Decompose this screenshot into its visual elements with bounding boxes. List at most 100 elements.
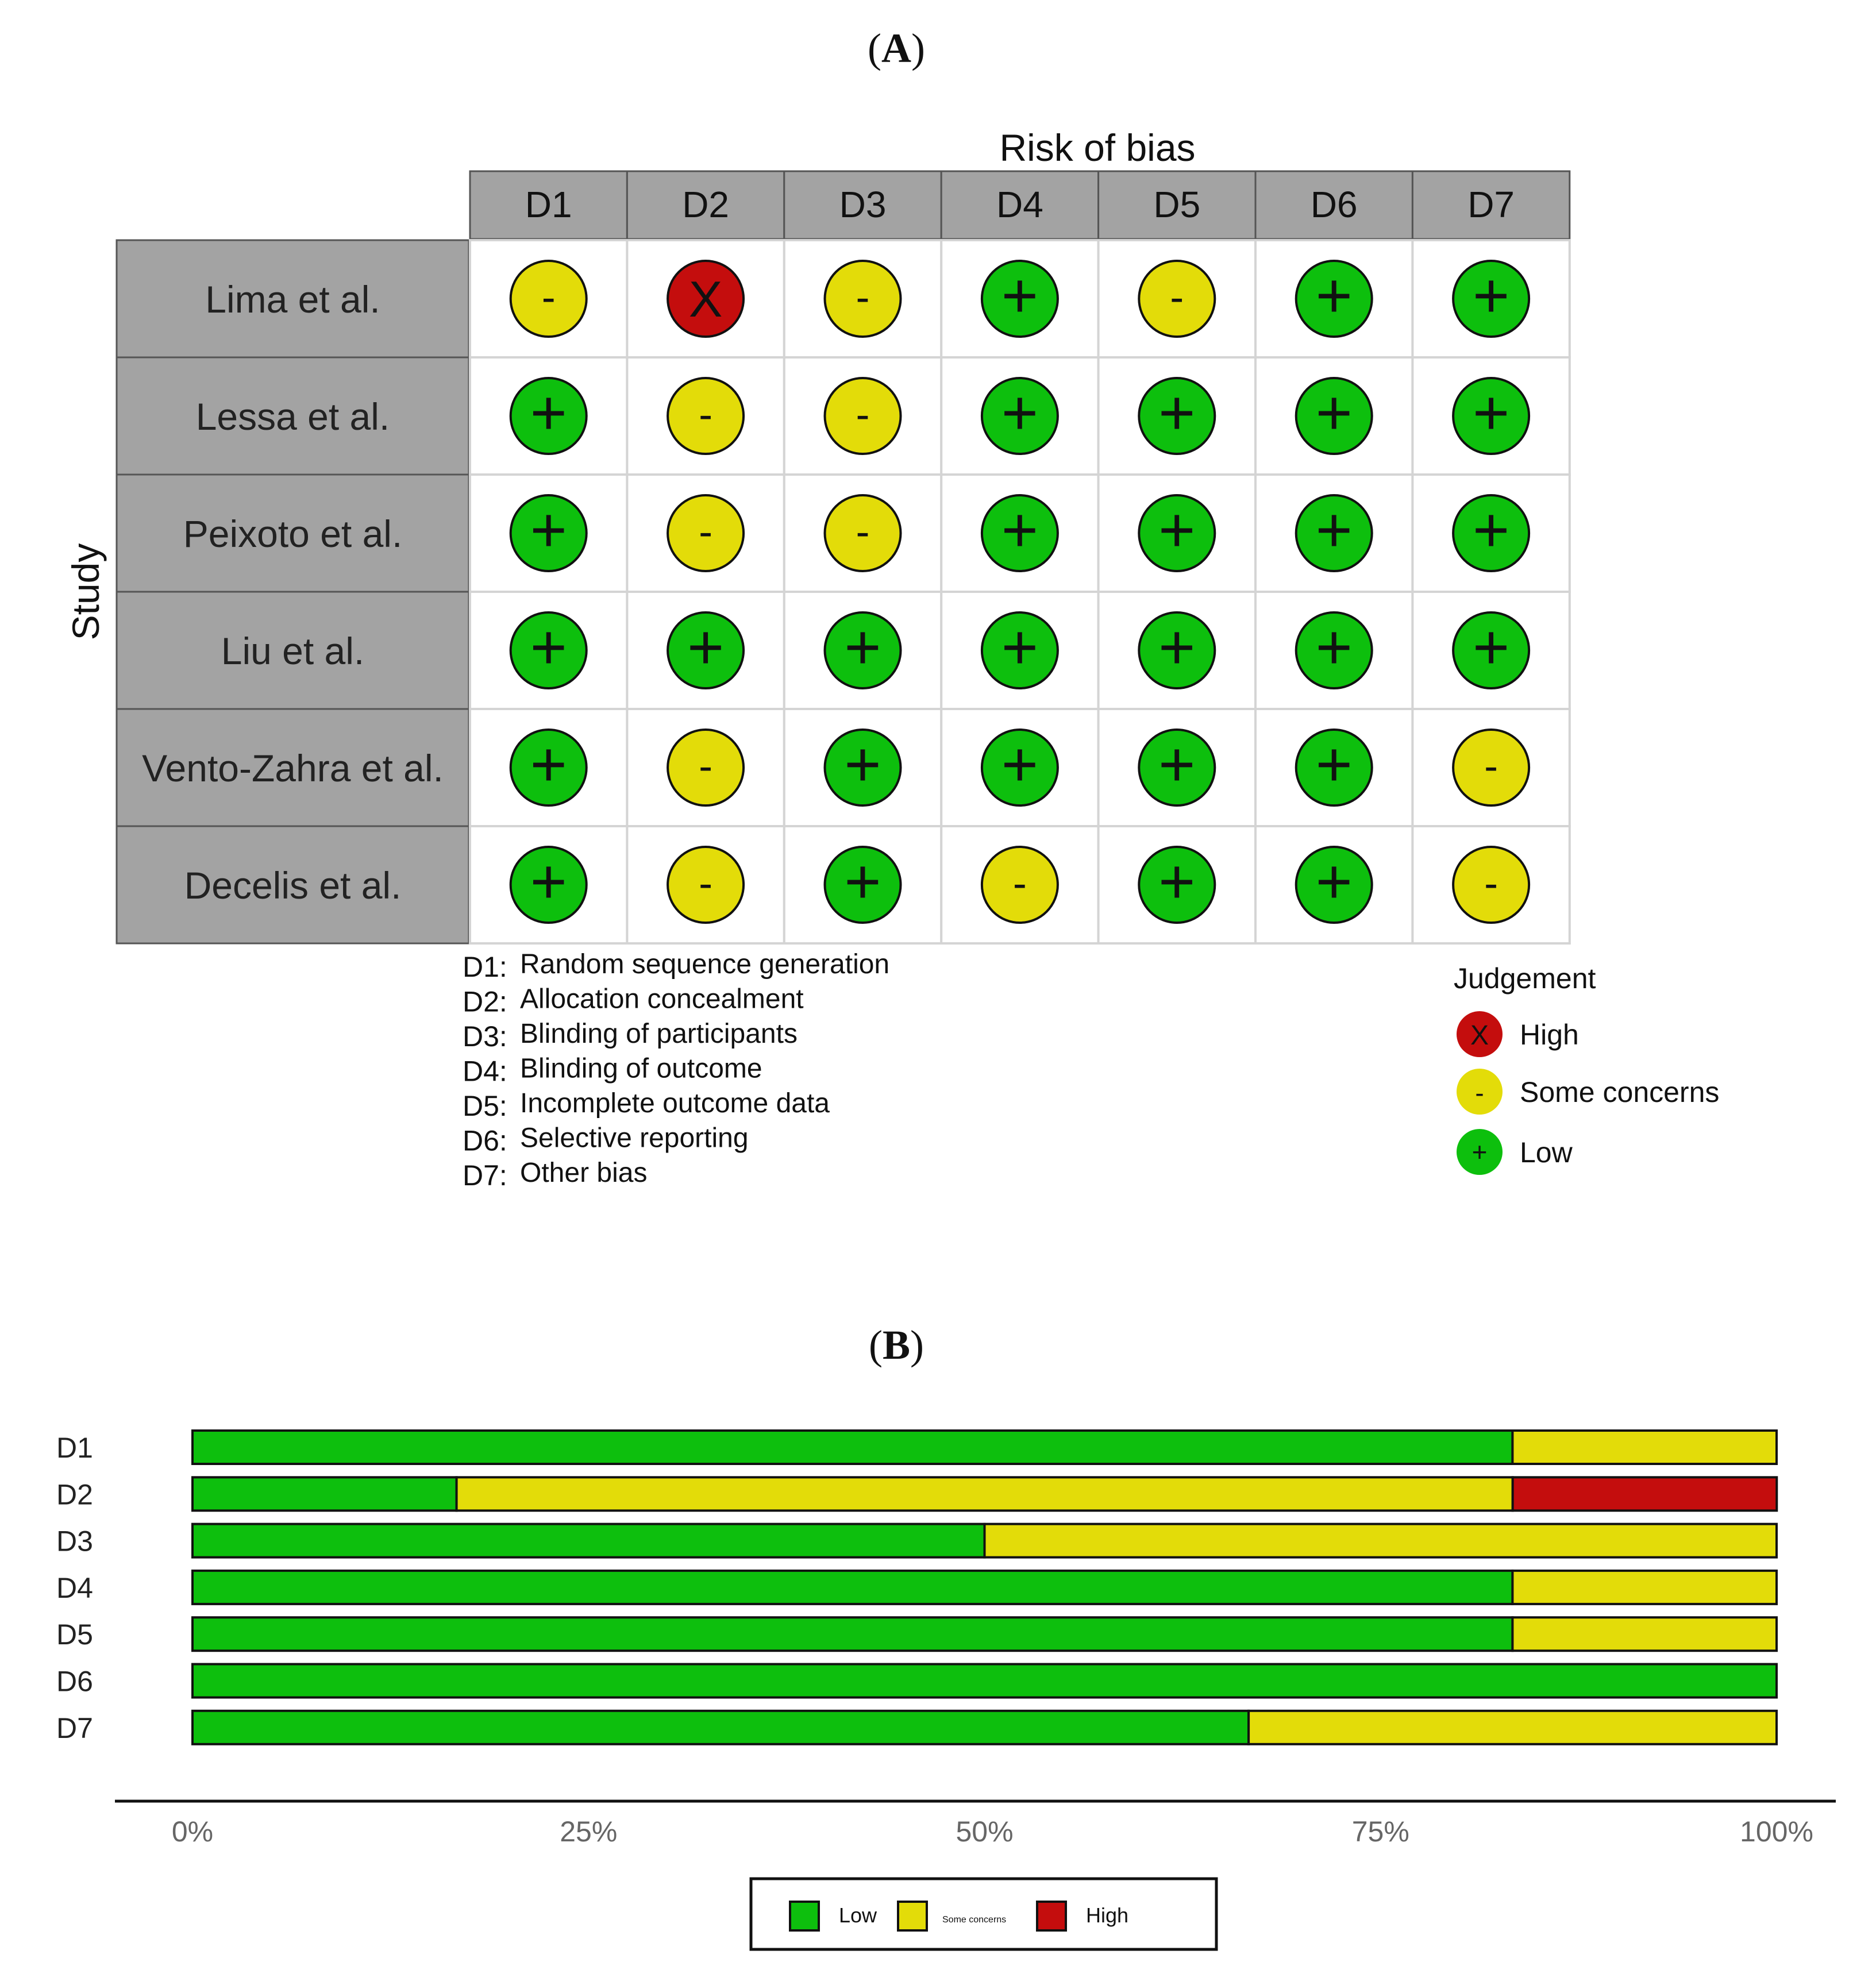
study-label-cell	[115, 708, 470, 827]
bar-segment-low	[191, 1523, 986, 1559]
domain-header-cell	[469, 170, 628, 240]
traffic-light-title: Risk of bias	[999, 126, 1195, 169]
judgement-low-marker	[509, 729, 588, 807]
judgement-symbol: +	[844, 846, 881, 917]
judgement-symbol: +	[530, 846, 567, 917]
domain-definition-text: Other bias	[520, 1158, 647, 1188]
domain-definition-text: Blinding of outcome	[520, 1054, 762, 1084]
domain-definition-text: Random sequence generation	[520, 949, 889, 980]
study-label: Decelis et al.	[184, 864, 402, 907]
judgement-some-marker	[509, 260, 588, 338]
domain-header-label: D2	[682, 184, 729, 225]
domain-definition-code: D4:	[463, 1055, 507, 1088]
judgement-symbol: +	[1158, 612, 1195, 683]
bar-segment-some	[1511, 1569, 1778, 1605]
judgement-legend: Judgement X High - Some concerns + Low	[1454, 962, 1719, 1175]
domain-header-cell	[783, 170, 942, 240]
judgement-symbol: +	[1001, 377, 1038, 448]
judgement-symbol: +	[530, 729, 567, 800]
bar-legend-box	[749, 1877, 1218, 1951]
domain-header-label: D6	[1311, 184, 1358, 225]
judgement-symbol: +	[1158, 846, 1195, 917]
study-label-cell	[115, 239, 470, 359]
panel-b-label-open: (	[869, 1322, 883, 1368]
legend-symbol: X	[1470, 1020, 1489, 1051]
bar-segment-low	[191, 1709, 1250, 1745]
traffic-light-y-label: Study	[64, 544, 107, 641]
domain-definition-code: D7:	[463, 1159, 507, 1192]
bar-segment-some	[1511, 1616, 1778, 1652]
judgement-some-marker	[667, 377, 745, 455]
judgement-some-marker	[1452, 846, 1531, 924]
bar-legend-high-swatch	[1036, 1901, 1067, 1932]
judgement-low-marker	[1295, 611, 1373, 689]
judgement-low-marker	[1295, 377, 1373, 455]
domain-header-label: D7	[1467, 184, 1515, 225]
judgement-low-marker	[1295, 846, 1373, 924]
legend-symbol: +	[1472, 1137, 1488, 1167]
judgement-symbol: +	[530, 377, 567, 448]
judgement-symbol: +	[1316, 846, 1353, 917]
judgement-symbol: X	[689, 271, 723, 327]
judgement-low-marker	[1138, 729, 1216, 807]
traffic-light-plot: Risk of bias Study D1 D2 D3 D4 D5 D6 D7 Lima e…	[64, 126, 1571, 945]
bar-segment-some	[1511, 1429, 1778, 1465]
bar-legend-low-swatch	[789, 1901, 820, 1932]
panel-b-label: (B)	[869, 1322, 924, 1368]
bar-category-label: D6	[56, 1666, 93, 1698]
x-tick-label: 50%	[956, 1816, 1013, 1848]
judgement-legend-title: Judgement	[1454, 962, 1596, 995]
judgement-symbol: +	[1316, 612, 1353, 683]
judgement-symbol: -	[1170, 275, 1184, 321]
domain-definition-text: Allocation concealment	[520, 984, 804, 1015]
bar-segment-high	[1511, 1476, 1778, 1512]
domain-definition-text: Selective reporting	[520, 1123, 749, 1154]
domain-header-label: D5	[1153, 184, 1200, 225]
x-tick-label: 100%	[1740, 1816, 1813, 1848]
judgement-low-marker	[1452, 377, 1531, 455]
panel-a-label-open: (	[868, 25, 881, 71]
panel-a-label: (A)	[868, 25, 925, 71]
legend-label: Some concerns	[1520, 1076, 1719, 1108]
study-label-cell	[115, 825, 470, 945]
study-label: Lessa et al.	[196, 395, 390, 438]
domain-header-label: D3	[839, 184, 887, 225]
judgement-low-marker	[667, 611, 745, 689]
judgement-low-marker	[980, 377, 1059, 455]
judgement-grid: - X - + - + + + - - + + + + + - - + + + + + + + + + + + + - + + + + - + - + - +…	[469, 239, 1571, 945]
judgement-low-marker	[1295, 729, 1373, 807]
panel-b-label-close: )	[910, 1322, 924, 1368]
study-label: Peixoto et al.	[183, 512, 403, 555]
judgement-symbol: +	[1001, 612, 1038, 683]
judgement-symbol: +	[1316, 260, 1353, 331]
study-label-cell	[115, 591, 470, 710]
domain-header-row: D1 D2 D3 D4 D5 D6 D7	[469, 170, 1571, 240]
judgement-low-marker	[980, 729, 1059, 807]
bar-segment-low	[191, 1569, 1514, 1605]
judgement-symbol: -	[1013, 861, 1027, 907]
judgement-low-marker	[509, 846, 588, 924]
study-label: Liu et al.	[221, 630, 365, 672]
judgement-symbol: -	[699, 743, 712, 789]
bar-segment-low	[191, 1476, 458, 1512]
judgement-low-marker	[509, 377, 588, 455]
x-tick-label: 75%	[1352, 1816, 1409, 1848]
bar-segment-low	[191, 1429, 1514, 1465]
legend-symbol: -	[1475, 1078, 1484, 1108]
legend-label: Low	[1520, 1136, 1573, 1169]
domain-definition-text: Incomplete outcome data	[520, 1088, 830, 1119]
judgement-low-marker	[980, 260, 1059, 338]
judgement-low-marker	[1452, 494, 1531, 572]
bar-category-label: D5	[56, 1618, 93, 1651]
judgement-low-marker	[1295, 260, 1373, 338]
judgement-symbol: +	[844, 612, 881, 683]
judgement-symbol: -	[699, 509, 712, 555]
judgement-high-marker	[667, 260, 745, 338]
judgement-low-marker	[980, 494, 1059, 572]
legend-low-swatch	[1457, 1129, 1503, 1175]
bar-segment-some	[983, 1523, 1778, 1559]
judgement-symbol: +	[530, 495, 567, 565]
judgement-some-marker	[1138, 260, 1216, 338]
domain-definitions: D1: Random sequence generation D2: Allocati…	[463, 949, 889, 1192]
